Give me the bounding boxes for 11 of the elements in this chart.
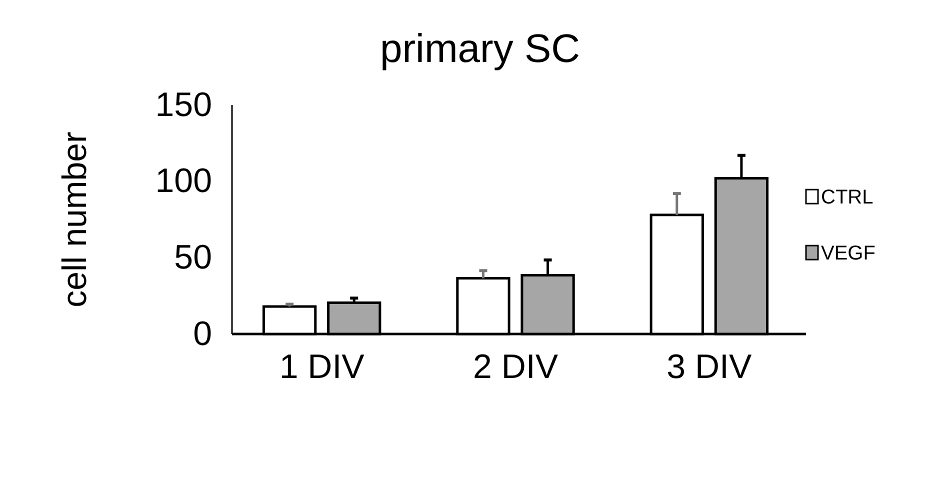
- y-tick-label: 50: [174, 238, 212, 277]
- y-tick-label: 100: [155, 162, 212, 200]
- legend-label: CTRL: [821, 186, 874, 209]
- chart-title: primary SC: [380, 27, 580, 71]
- x-tick-label: 1 DIV: [279, 348, 365, 386]
- y-tick-label: 0: [193, 314, 212, 353]
- y-tick-label: 150: [155, 86, 212, 124]
- legend-label: VEGF: [821, 242, 876, 265]
- x-tick-label: 2 DIV: [472, 348, 558, 386]
- y-axis-title: cell number: [56, 132, 94, 308]
- x-tick-label: 3 DIV: [666, 348, 752, 386]
